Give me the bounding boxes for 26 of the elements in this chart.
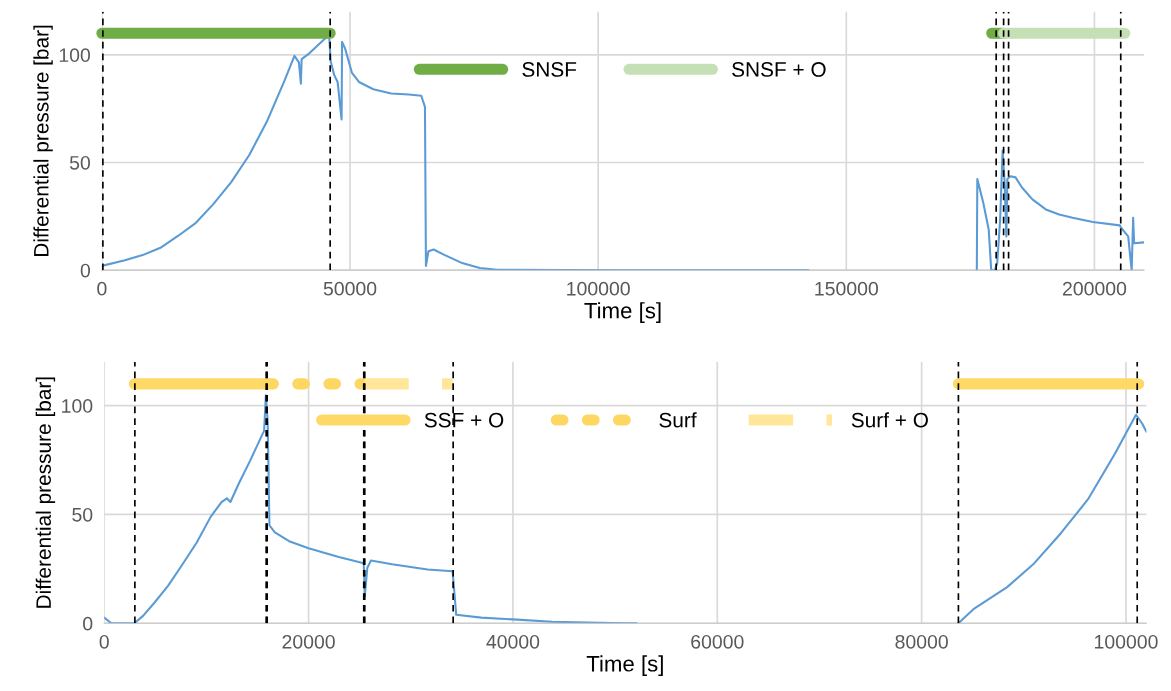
y-axis-title: Differential pressure [bar] xyxy=(33,25,53,257)
y-tick-label: 100 xyxy=(62,399,93,413)
x-tick-label: 40000 xyxy=(486,634,540,649)
legend-label: Surf + O xyxy=(851,412,928,428)
x-tick-label: 60000 xyxy=(691,634,744,649)
x-tick-label: 80000 xyxy=(895,634,948,649)
x-tick-label: 100000 xyxy=(567,281,630,296)
legend-label: SNSF + O xyxy=(732,62,826,77)
y-axis-title: Differential pressure [bar] xyxy=(35,377,56,608)
y-tick-label: 50 xyxy=(69,155,91,170)
x-tick-label: 100000 xyxy=(1095,634,1158,649)
x-tick-label: 200000 xyxy=(1062,281,1127,296)
y-tick-label: 50 xyxy=(72,507,93,522)
legend-label: SSF + O xyxy=(424,412,504,428)
x-tick-label: 150000 xyxy=(815,281,878,296)
x-tick-label: 50000 xyxy=(323,281,377,296)
x-tick-label: 0 xyxy=(97,281,107,296)
x-axis-title: Time [s] xyxy=(586,655,663,677)
x-axis-title: Time [s] xyxy=(584,302,661,323)
x-tick-label: 20000 xyxy=(282,634,335,649)
y-tick-label: 100 xyxy=(59,48,91,63)
y-tick-label: 0 xyxy=(83,616,93,631)
legend-label: Surf xyxy=(659,412,697,428)
legend-label: SNSF xyxy=(522,62,577,77)
x-tick-label: 0 xyxy=(99,634,109,649)
y-tick-label: 0 xyxy=(80,263,91,278)
